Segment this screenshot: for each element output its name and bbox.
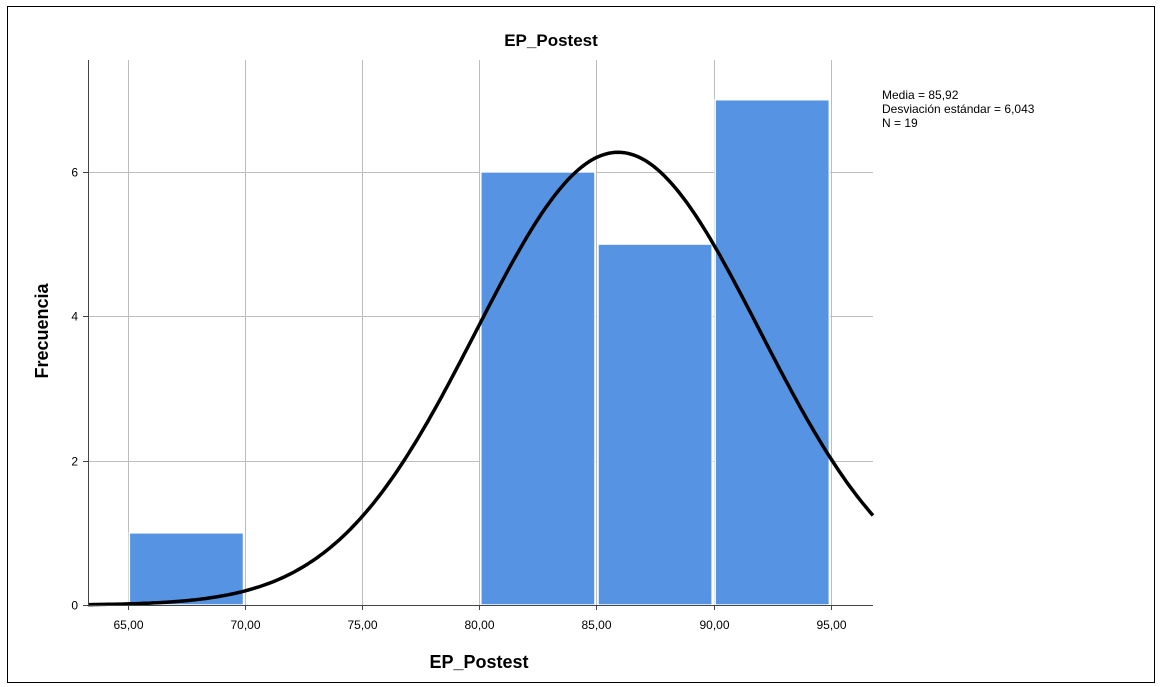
chart-title: EP_Postest — [504, 31, 598, 50]
x-tick-label-0: 65,00 — [113, 618, 143, 632]
x-tick-label-1: 70,00 — [230, 618, 260, 632]
y-tick-label-2: 4 — [71, 310, 78, 324]
normal-curve-layer — [88, 150, 875, 607]
normal-curve — [88, 150, 875, 607]
x-tick-label-4: 85,00 — [581, 618, 611, 632]
x-axis-label: EP_Postest — [429, 652, 528, 672]
histogram-bar-0 — [128, 532, 245, 606]
y-axis-label: Frecuencia — [32, 282, 52, 378]
stats-n: N = 19 — [882, 116, 918, 130]
histogram-bar-4 — [597, 243, 713, 606]
y-tick-label-3: 6 — [71, 166, 78, 180]
axes — [83, 60, 873, 610]
x-tick-label-3: 80,00 — [464, 618, 494, 632]
y-tick-label-0: 0 — [71, 599, 78, 613]
stats-std: Desviación estándar = 6,043 — [882, 102, 1035, 116]
histogram-bar-3 — [480, 171, 596, 606]
x-tick-label-5: 90,00 — [699, 618, 729, 632]
x-tick-label-2: 75,00 — [347, 618, 377, 632]
y-tick-label-1: 2 — [71, 455, 78, 469]
tick-labels: 65,00 70,00 75,00 80,00 85,00 90,00 95,00 0 2 4 6 — [71, 166, 847, 633]
x-tick-label-6: 95,00 — [816, 618, 846, 632]
stats-mean: Media = 85,92 — [882, 88, 959, 102]
